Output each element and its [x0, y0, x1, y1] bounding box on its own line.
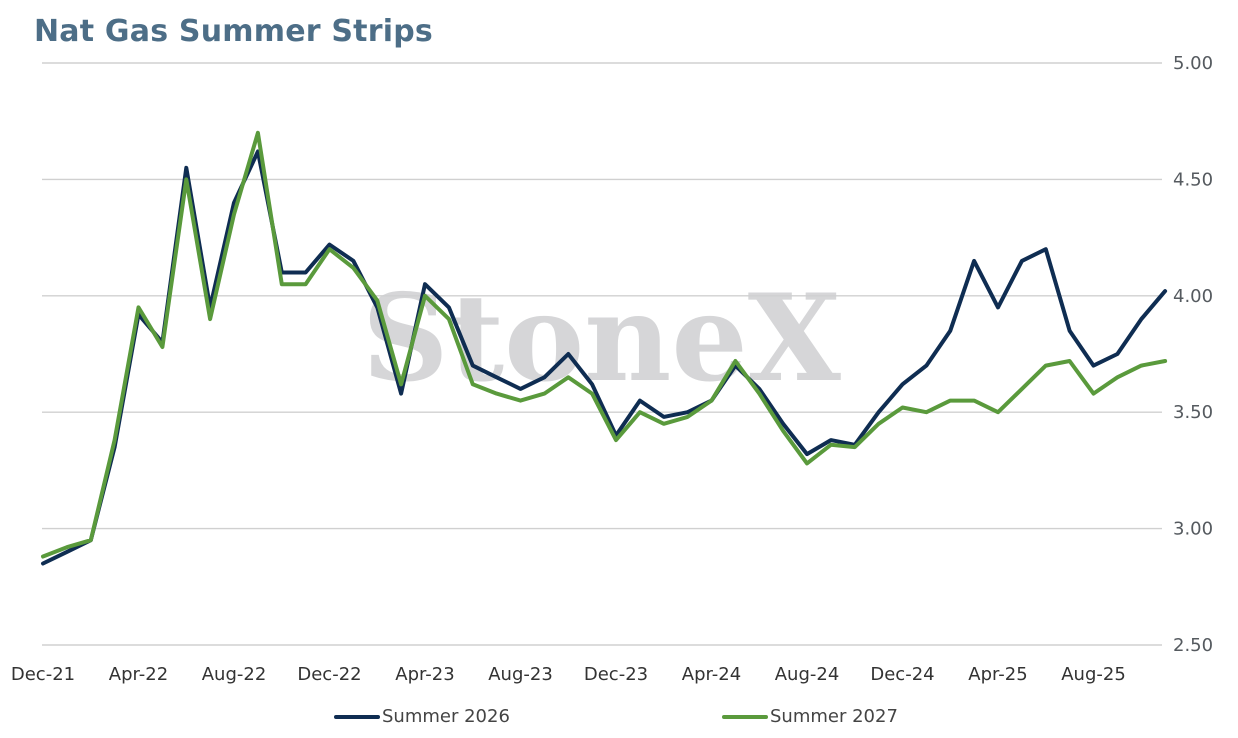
x-tick-label: Dec-23 — [584, 664, 648, 685]
legend-swatch — [722, 714, 768, 719]
legend-item: Summer 2027 — [722, 706, 898, 727]
series-line-summer-2027 — [41, 130, 1168, 559]
x-tick-label: Aug-25 — [1061, 664, 1126, 685]
chart-title: Nat Gas Summer Strips — [34, 14, 433, 49]
x-tick-label: Aug-23 — [488, 664, 553, 685]
y-tick-label: 5.00 — [1173, 53, 1213, 74]
x-tick-label: Dec-24 — [870, 664, 934, 685]
y-axis-ticks: 2.50 3.00 3.50 4.00 4.50 5.00 — [1173, 53, 1213, 656]
x-tick-label: Aug-24 — [775, 664, 840, 685]
legend-label: Summer 2026 — [382, 706, 510, 727]
series-line-summer-2026 — [41, 149, 1168, 566]
legend-swatch — [334, 714, 380, 719]
x-tick-label: Apr-25 — [968, 664, 1027, 685]
legend-label: Summer 2027 — [770, 706, 898, 727]
y-tick-label: 4.50 — [1173, 169, 1213, 190]
series-lines — [41, 130, 1168, 566]
x-tick-label: Dec-22 — [297, 664, 361, 685]
x-tick-label: Dec-21 — [11, 664, 75, 685]
x-axis-ticks: Dec-21 Apr-22 Aug-22 Dec-22 Apr-23 Aug-23 Dec-… — [11, 664, 1126, 685]
legend-item: Summer 2026 — [334, 706, 510, 727]
x-tick-label: Apr-24 — [682, 664, 741, 685]
stonex-watermark: StoneX — [362, 268, 841, 409]
y-tick-label: 4.00 — [1173, 286, 1213, 307]
x-tick-label: Aug-22 — [202, 664, 267, 685]
y-tick-label: 3.00 — [1173, 519, 1213, 540]
y-tick-label: 2.50 — [1173, 635, 1213, 656]
x-tick-label: Apr-23 — [395, 664, 454, 685]
legend: Summer 2026 Summer 2027 — [0, 706, 1238, 734]
y-tick-label: 3.50 — [1173, 402, 1213, 423]
x-tick-label: Apr-22 — [109, 664, 168, 685]
